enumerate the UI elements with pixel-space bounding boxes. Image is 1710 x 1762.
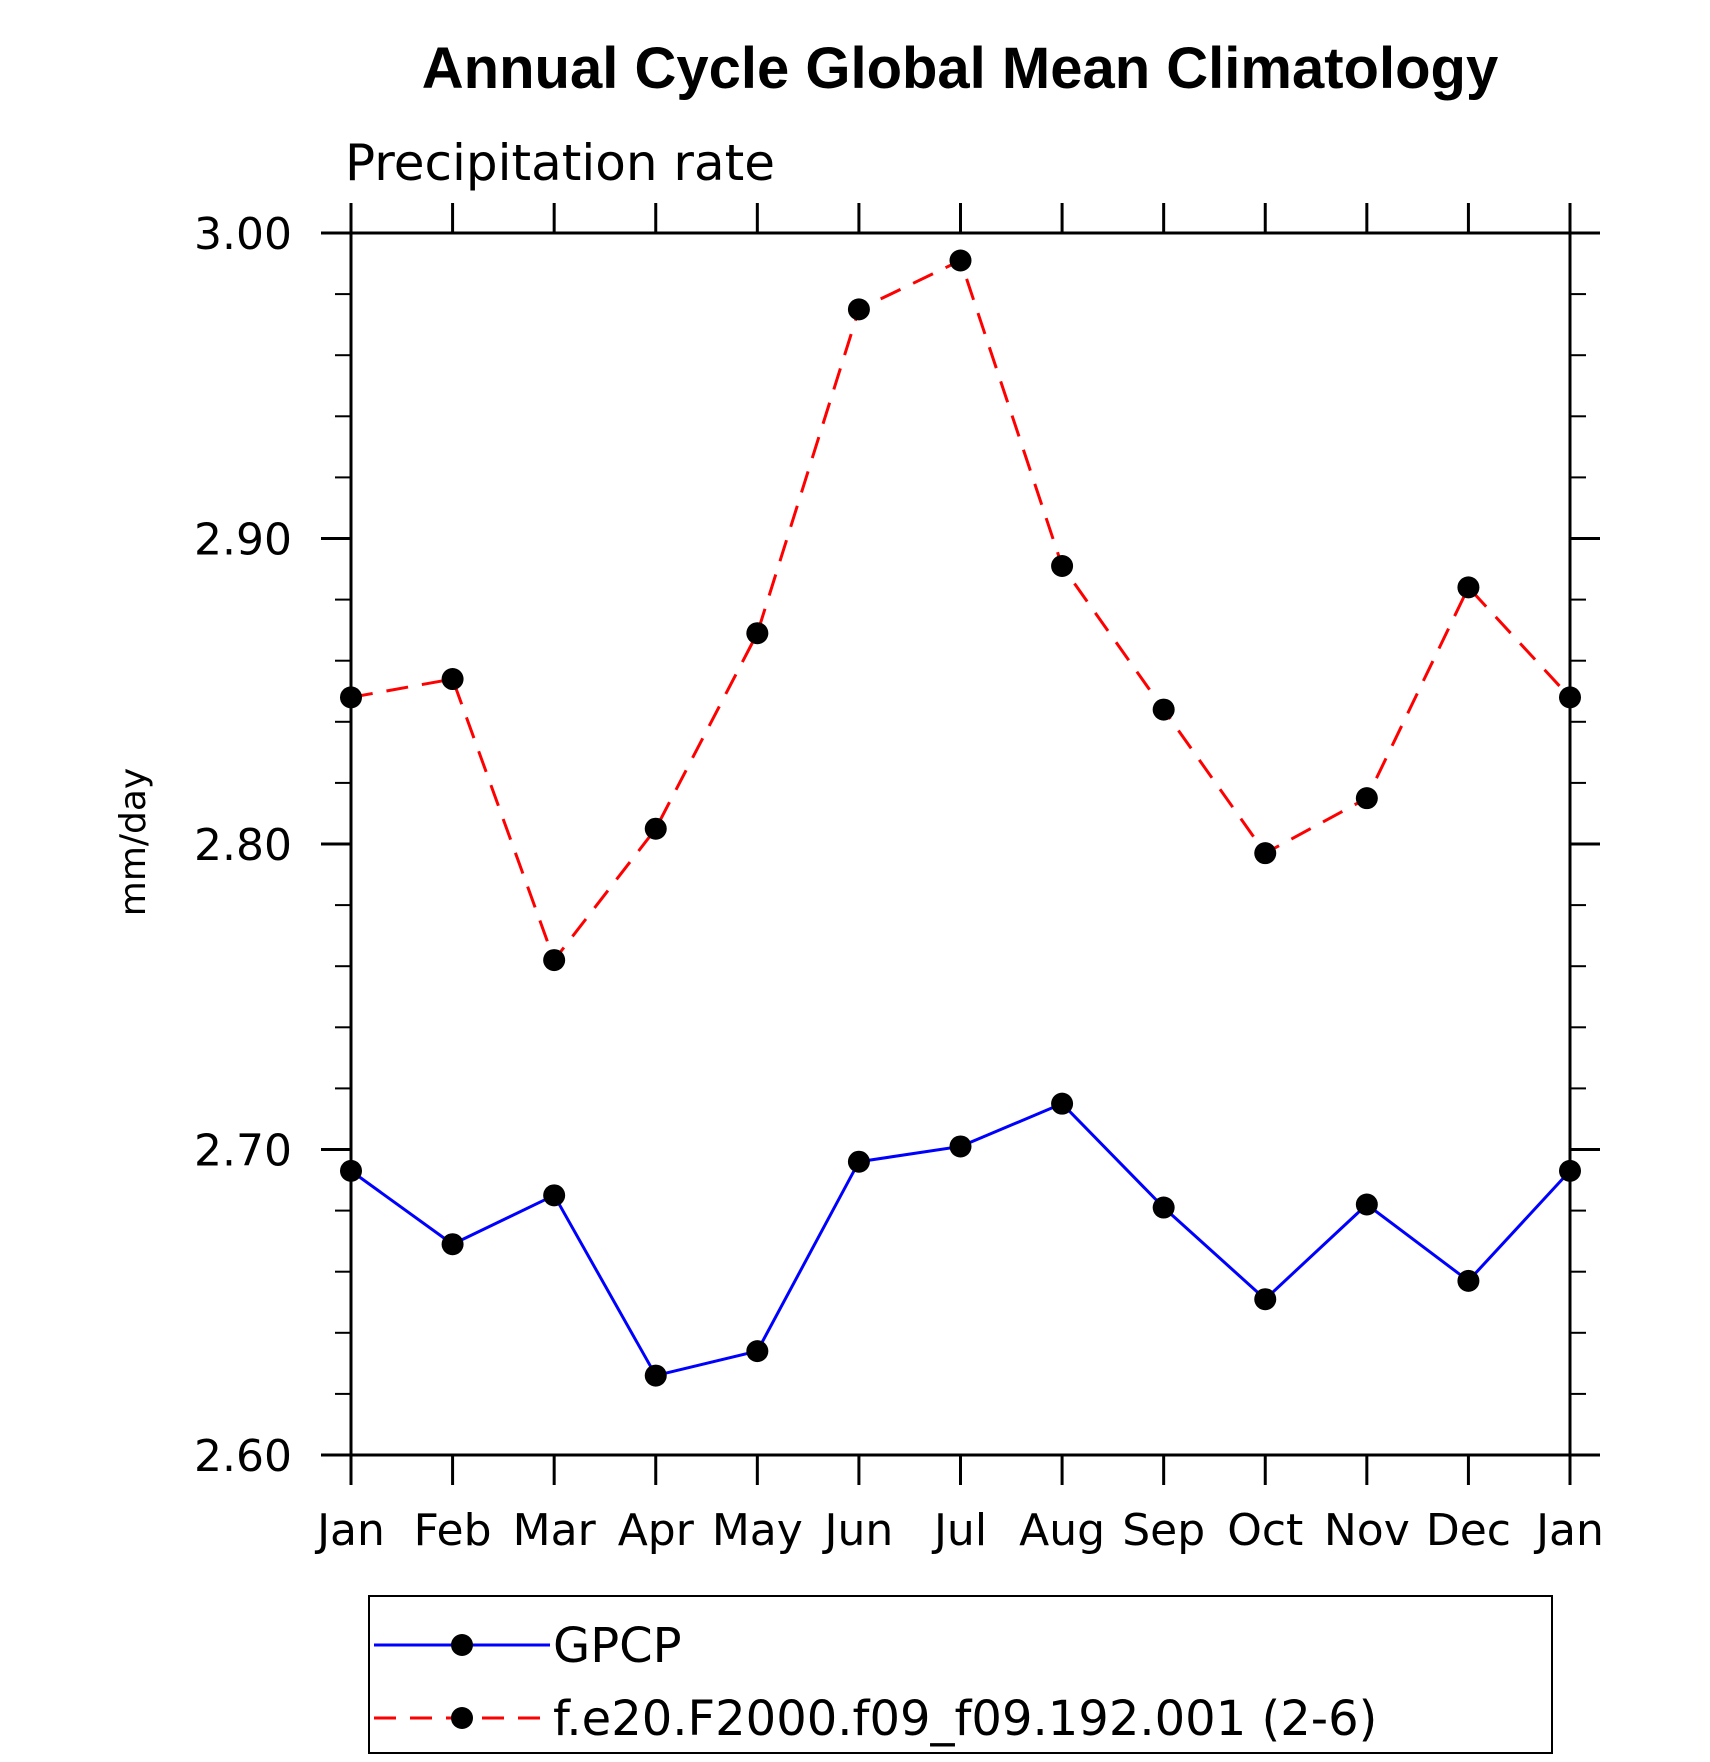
legend-marker — [451, 1707, 473, 1729]
x-tick-label: Jun — [822, 1505, 894, 1556]
x-tick-label: Oct — [1227, 1505, 1303, 1556]
x-tick-label: Feb — [414, 1505, 492, 1556]
data-point — [1152, 1196, 1175, 1219]
y-tick-label: 2.70 — [194, 1126, 292, 1177]
data-point — [1457, 576, 1480, 599]
x-tick-label: Aug — [1019, 1505, 1105, 1556]
x-tick-label: Jan — [1533, 1505, 1604, 1556]
data-point — [1559, 686, 1581, 709]
y-tick-label: 2.60 — [194, 1431, 292, 1482]
legend-label: f.e20.F2000.f09_f09.192.001 (2-6) — [553, 1691, 1377, 1747]
x-tick-label: Dec — [1426, 1505, 1511, 1556]
data-point — [441, 668, 464, 691]
axis-ticks — [321, 203, 1600, 1485]
data-point — [543, 949, 566, 972]
x-tick-label: Nov — [1324, 1505, 1410, 1556]
data-point — [644, 817, 667, 840]
data-point — [1457, 1269, 1480, 1292]
chart-subtitle: Precipitation rate — [345, 134, 775, 192]
data-point — [1355, 1193, 1378, 1216]
legend: GPCP f.e20.F2000.f09_f09.192.001 (2-6) — [368, 1595, 1553, 1754]
legend-marker — [451, 1634, 473, 1656]
y-axis-label: mm/day — [113, 768, 154, 916]
data-point — [1254, 1288, 1277, 1311]
data-point — [1254, 842, 1277, 865]
data-point — [441, 1233, 464, 1256]
data-point — [746, 622, 769, 645]
data-point — [847, 1150, 870, 1173]
data-point — [340, 686, 362, 709]
y-tick-label: 2.80 — [194, 820, 292, 871]
series-line-1 — [350, 258, 1572, 964]
data-point — [949, 1135, 972, 1158]
data-point — [1051, 1092, 1074, 1115]
x-tick-label: Jan — [314, 1505, 385, 1556]
data-point — [644, 1364, 667, 1387]
x-tick-label: Apr — [618, 1505, 695, 1556]
data-point — [1559, 1159, 1581, 1182]
tick-labels: Jan Feb Mar Apr May Jun Jul Aug Sep Oct Nov Dec Jan 2… — [194, 209, 1604, 1556]
x-tick-label: May — [712, 1505, 803, 1556]
data-point — [543, 1184, 566, 1207]
legend-label: GPCP — [553, 1618, 682, 1674]
data-point — [1152, 698, 1175, 721]
x-tick-label: Jul — [931, 1505, 987, 1556]
chart-title: Annual Cycle Global Mean Climatology — [422, 36, 1498, 101]
data-point — [949, 249, 972, 272]
data-point — [746, 1340, 769, 1363]
data-point — [1355, 787, 1378, 810]
legend-items: GPCP f.e20.F2000.f09_f09.192.001 (2-6) — [374, 1618, 1377, 1747]
series-layer — [340, 249, 1581, 1387]
plot-frame — [349, 231, 1572, 1457]
data-point — [340, 1159, 362, 1182]
y-tick-label: 2.90 — [194, 515, 292, 566]
data-point — [1051, 554, 1074, 577]
y-tick-label: 3.00 — [194, 209, 292, 260]
x-tick-label: Mar — [513, 1505, 597, 1556]
data-point — [847, 298, 870, 321]
legend-box — [368, 1595, 1553, 1754]
x-tick-label: Sep — [1122, 1505, 1205, 1556]
